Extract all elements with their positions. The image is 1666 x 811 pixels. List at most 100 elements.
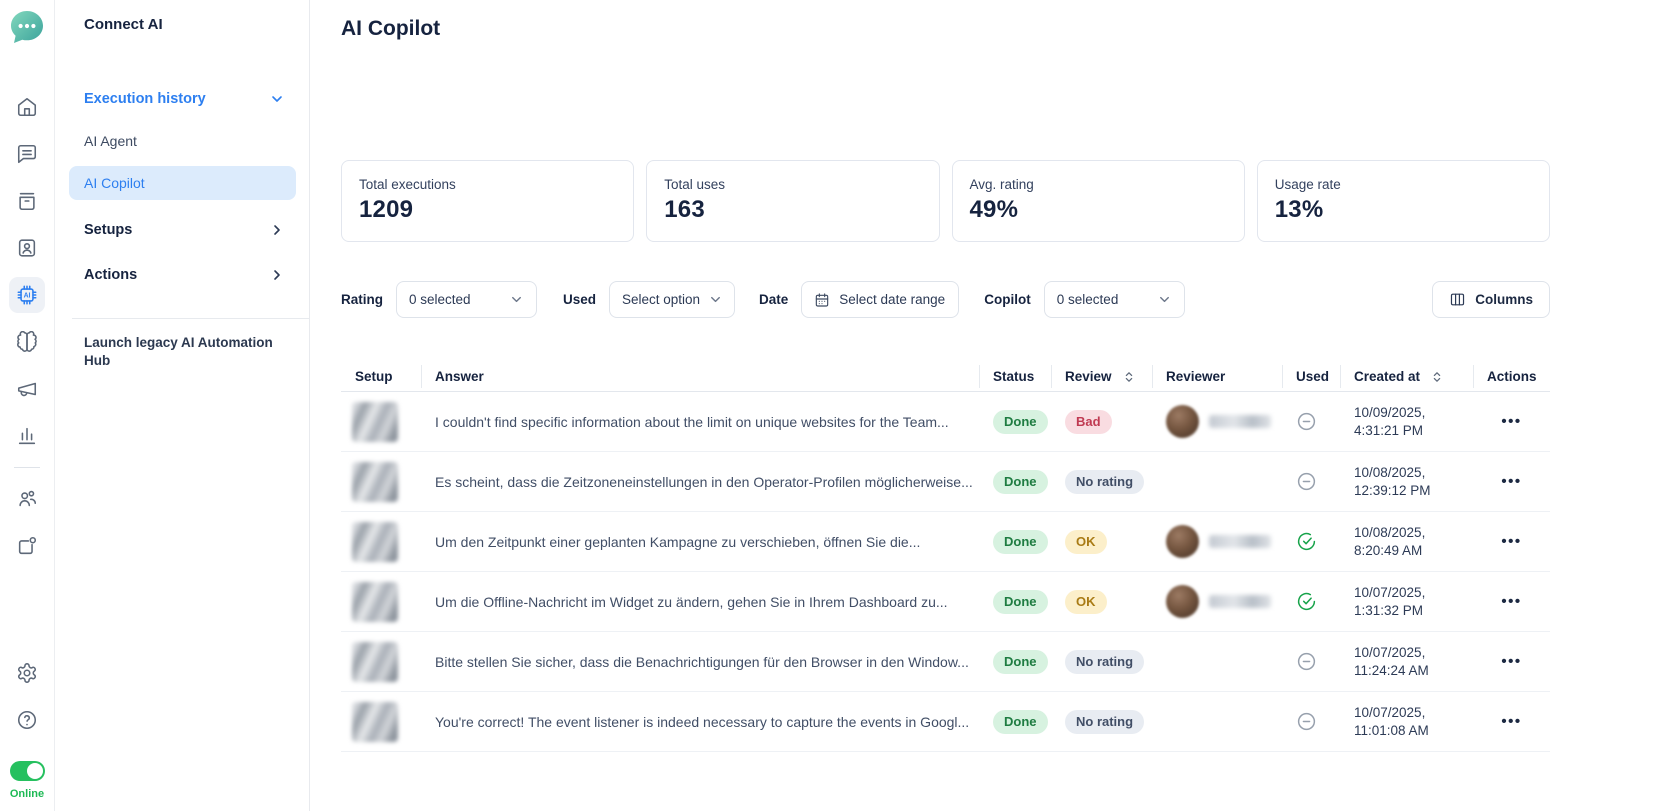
- created-at-cell: 10/07/2025, 1:31:32 PM: [1340, 572, 1473, 631]
- archive-icon[interactable]: [9, 183, 45, 219]
- row-actions-ellipsis-icon[interactable]: •••: [1501, 593, 1522, 610]
- row-actions-ellipsis-icon[interactable]: •••: [1501, 413, 1522, 430]
- svg-text:AI: AI: [24, 293, 31, 300]
- legacy-hub-link[interactable]: Launch legacy AI Automation Hub: [84, 335, 273, 368]
- answer-text: You're correct! The event listener is in…: [435, 713, 970, 730]
- answer-text: Um die Offline-Nachricht im Widget zu än…: [435, 593, 948, 610]
- online-toggle[interactable]: [9, 761, 45, 781]
- stat-label: Total uses: [664, 177, 726, 192]
- sidebar-divider: [72, 318, 309, 319]
- contacts-icon[interactable]: [9, 230, 45, 266]
- ai-chip-icon[interactable]: AI: [9, 277, 45, 313]
- created-time: 8:20:49 AM: [1354, 542, 1423, 558]
- answer-cell[interactable]: Es scheint, dass die Zeitzoneneinstellun…: [421, 452, 979, 511]
- answer-cell[interactable]: Um den Zeitpunkt einer geplanten Kampagn…: [421, 512, 979, 571]
- setup-cell: [341, 632, 421, 691]
- reviewer-avatar-blurred: [1166, 525, 1199, 558]
- sidebar-item-setups[interactable]: Setups: [56, 218, 309, 242]
- used-cell: [1282, 452, 1340, 511]
- setup-cell: [341, 512, 421, 571]
- actions-cell: •••: [1473, 512, 1550, 571]
- copilot-filter-label: Copilot: [984, 292, 1031, 307]
- created-time: 12:39:12 PM: [1354, 482, 1431, 498]
- sort-created-at-icon[interactable]: [1430, 370, 1444, 384]
- status-cell: Done: [979, 512, 1051, 571]
- created-time: 1:31:32 PM: [1354, 602, 1424, 618]
- share-icon[interactable]: [9, 528, 45, 564]
- status-badge: Done: [993, 589, 1048, 614]
- columns-button[interactable]: Columns: [1432, 281, 1550, 318]
- status-cell: Done: [979, 452, 1051, 511]
- answer-cell[interactable]: Um die Offline-Nachricht im Widget zu än…: [421, 572, 979, 631]
- answer-text: Bitte stellen Sie sicher, dass die Benac…: [435, 653, 969, 670]
- rating-filter-dropdown[interactable]: 0 selected: [396, 281, 537, 318]
- review-badge: Bad: [1065, 409, 1112, 434]
- chat-bubble-logo-icon[interactable]: [8, 8, 46, 46]
- date-filter-value: Select date range: [839, 292, 946, 307]
- icon-rail: AI Onl: [0, 0, 55, 811]
- used-cell: [1282, 512, 1340, 571]
- online-toggle-knob: [26, 763, 43, 779]
- team-icon[interactable]: [9, 481, 45, 517]
- review-cell: No rating: [1051, 632, 1152, 691]
- created-time: 11:01:08 AM: [1354, 722, 1429, 738]
- reviewer-cell: [1152, 692, 1282, 751]
- table-row: I couldn't find specific information abo…: [341, 392, 1550, 452]
- row-actions-ellipsis-icon[interactable]: •••: [1501, 713, 1522, 730]
- sidebar-item-ai-agent[interactable]: AI Agent: [84, 133, 137, 149]
- review-cell: No rating: [1051, 692, 1152, 751]
- help-icon[interactable]: [9, 702, 45, 738]
- brain-icon[interactable]: [9, 324, 45, 360]
- created-date: 10/07/2025,: [1354, 584, 1426, 600]
- used-filter-value: Select option: [622, 292, 701, 307]
- date-range-picker[interactable]: Select date range: [801, 281, 960, 318]
- rail-divider: [14, 467, 40, 468]
- created-date: 10/07/2025,: [1354, 704, 1426, 720]
- messages-icon[interactable]: [9, 136, 45, 172]
- bar-chart-icon[interactable]: [9, 418, 45, 454]
- setup-thumbnail-blurred: [352, 521, 398, 562]
- not-used-icon: [1296, 471, 1317, 492]
- columns-icon: [1449, 291, 1466, 308]
- status-badge: Done: [993, 649, 1048, 674]
- stat-label: Usage rate: [1274, 177, 1341, 192]
- sidebar-item-execution-history[interactable]: Execution history: [56, 87, 309, 111]
- home-icon[interactable]: [9, 89, 45, 125]
- row-actions-ellipsis-icon[interactable]: •••: [1501, 653, 1522, 670]
- rating-filter-label: Rating: [341, 292, 383, 307]
- answer-cell[interactable]: You're correct! The event listener is in…: [421, 692, 979, 751]
- actions-cell: •••: [1473, 392, 1550, 451]
- not-used-icon: [1296, 411, 1317, 432]
- actions-cell: •••: [1473, 692, 1550, 751]
- settings-gear-icon[interactable]: [9, 655, 45, 691]
- row-actions-ellipsis-icon[interactable]: •••: [1501, 533, 1522, 550]
- status-badge: Done: [993, 469, 1048, 494]
- sidebar-item-actions[interactable]: Actions: [56, 263, 309, 287]
- status-badge: Done: [993, 709, 1048, 734]
- stat-value: 49%: [969, 196, 1019, 223]
- chevron-down-icon: [1157, 292, 1172, 307]
- review-badge: No rating: [1065, 469, 1145, 494]
- stat-value: 163: [664, 196, 705, 223]
- sidebar-item-ai-copilot[interactable]: AI Copilot: [69, 166, 296, 200]
- chevron-right-icon: [269, 267, 285, 283]
- review-badge: No rating: [1065, 709, 1145, 734]
- sort-review-icon[interactable]: [1122, 370, 1136, 384]
- header-used: Used: [1282, 362, 1340, 391]
- not-used-icon: [1296, 711, 1317, 732]
- used-filter-dropdown[interactable]: Select option: [609, 281, 736, 318]
- table-row: You're correct! The event listener is in…: [341, 692, 1550, 752]
- answer-cell[interactable]: Bitte stellen Sie sicher, dass die Benac…: [421, 632, 979, 691]
- answer-cell[interactable]: I couldn't find specific information abo…: [421, 392, 979, 451]
- stat-card-total-executions: Total executions 1209: [341, 160, 635, 242]
- table-row: Bitte stellen Sie sicher, dass die Benac…: [341, 632, 1550, 692]
- created-at-cell: 10/09/2025, 4:31:21 PM: [1340, 392, 1473, 451]
- review-badge: OK: [1065, 529, 1107, 554]
- copilot-filter-dropdown[interactable]: 0 selected: [1043, 281, 1185, 318]
- actions-cell: •••: [1473, 452, 1550, 511]
- row-actions-ellipsis-icon[interactable]: •••: [1501, 473, 1522, 490]
- stat-card-usage-rate: Usage rate 13%: [1256, 160, 1550, 242]
- used-check-icon: [1296, 591, 1317, 612]
- review-cell: OK: [1051, 512, 1152, 571]
- megaphone-icon[interactable]: [9, 371, 45, 407]
